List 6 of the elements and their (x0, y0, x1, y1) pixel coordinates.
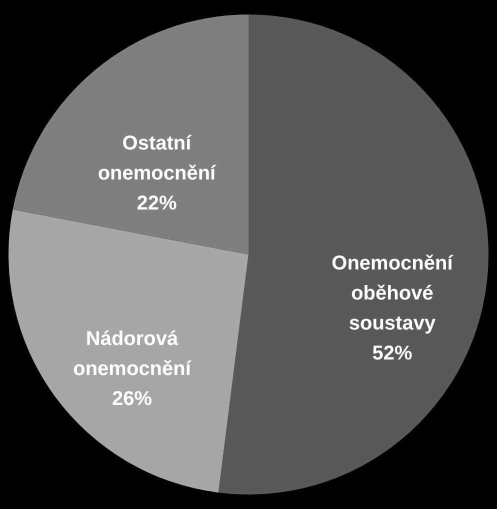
data-label: 22% (136, 192, 177, 215)
slice-label: Ostatní onemocnění (98, 132, 218, 185)
slice-label: Onemocnění oběhové soustavy (332, 252, 454, 335)
data-label: 52% (372, 342, 412, 365)
slice-label: Nádorová onemocnění (73, 328, 192, 380)
data-label: 26% (112, 388, 152, 410)
